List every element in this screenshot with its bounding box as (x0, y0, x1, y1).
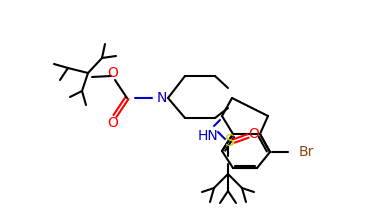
Text: HN: HN (197, 129, 218, 143)
Text: S: S (225, 133, 235, 149)
Text: O: O (108, 66, 118, 80)
Text: Br: Br (298, 145, 314, 159)
Text: N: N (157, 91, 167, 105)
Text: O: O (108, 116, 118, 130)
Text: O: O (249, 127, 260, 141)
